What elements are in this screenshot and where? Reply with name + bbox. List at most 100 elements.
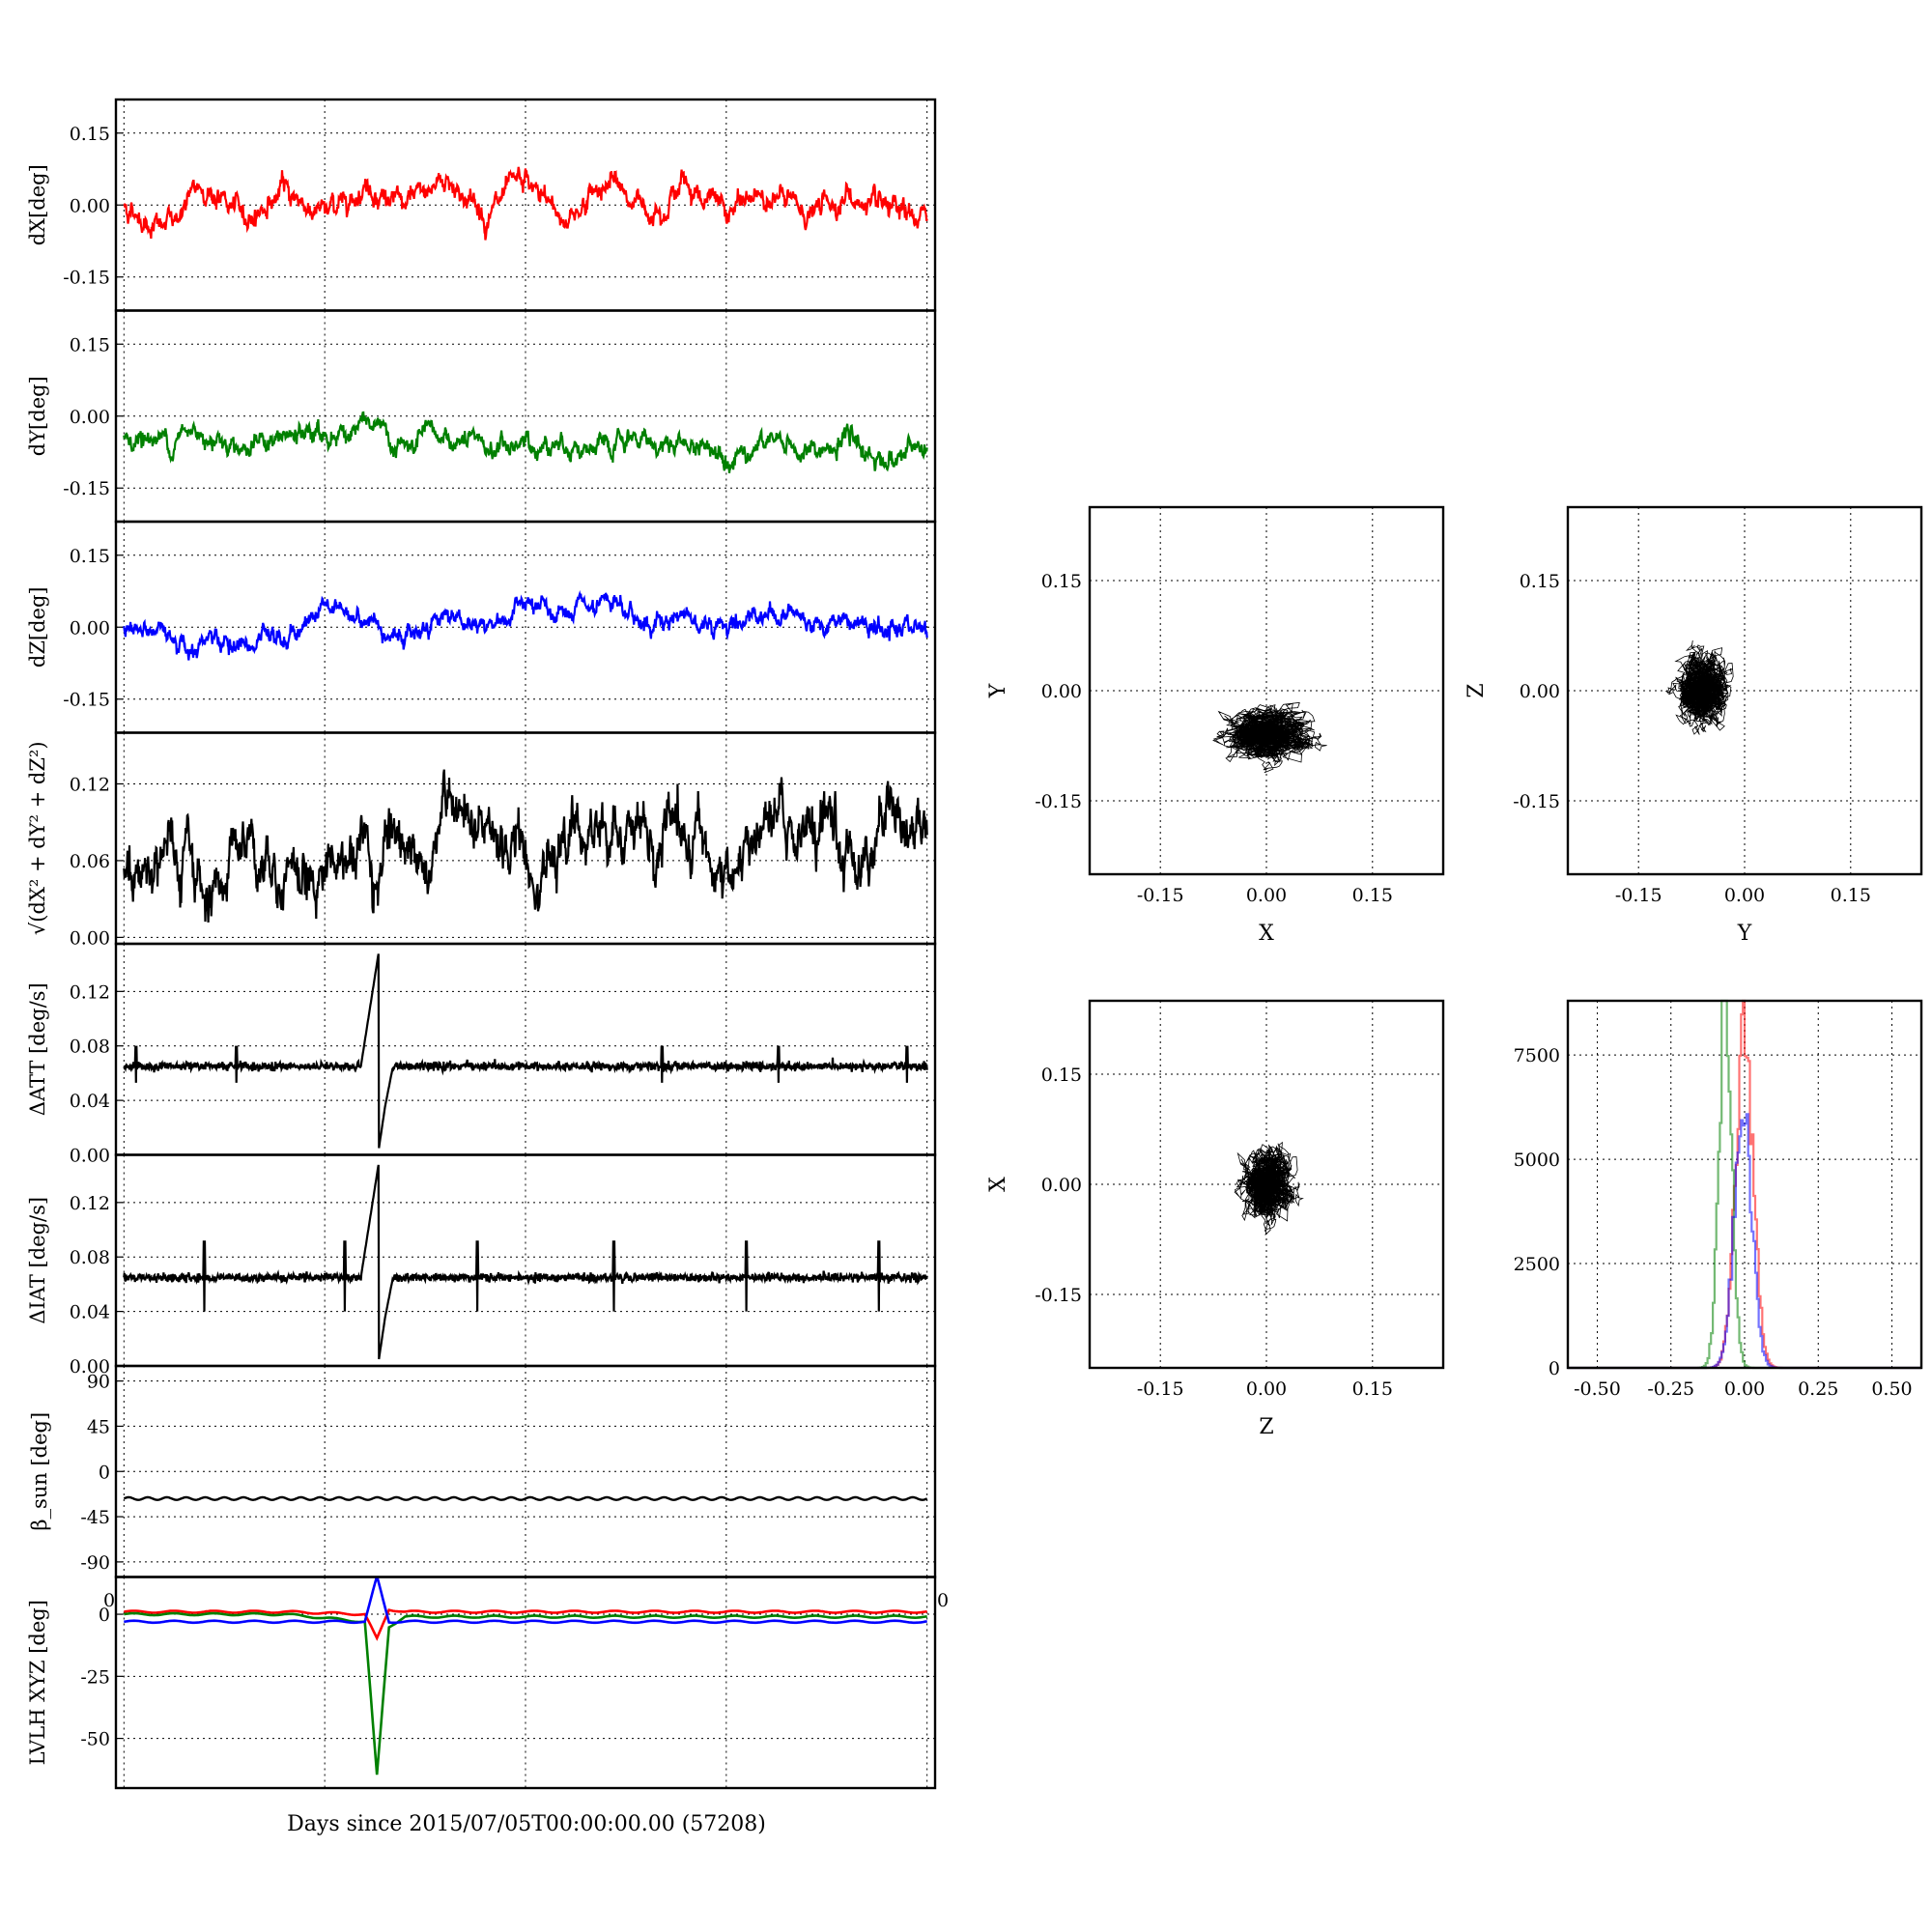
- series-group: [123, 589, 928, 661]
- y-tick-label: 0.00: [70, 407, 110, 428]
- y-axis-label: √(dX² + dY² + dZ²): [26, 741, 49, 935]
- y-axis-label: Y: [986, 683, 1010, 698]
- y-tick-label: 2500: [1514, 1254, 1560, 1275]
- series-group: [123, 1495, 928, 1501]
- scatter-trace: [1665, 639, 1734, 735]
- series-line: [123, 769, 928, 923]
- panel-frame: [1088, 999, 1445, 1370]
- x-tick-label: 0.25: [1798, 1378, 1838, 1400]
- time-series-panel: 0.15 0.00 -0.15 dY[deg]: [26, 309, 937, 524]
- y-tick-label: 0.15: [70, 546, 110, 567]
- scatter-panel: -0.15 -0.15 0.00 0.00 0.15 0.15 Z X: [986, 999, 1445, 1439]
- y-axis-label: Z: [1464, 683, 1489, 697]
- x-tick-label: 0: [937, 1590, 949, 1611]
- y-axis-label: X: [986, 1177, 1010, 1192]
- y-tick-label: 0.00: [1520, 681, 1560, 702]
- y-tick-label: 0.12: [70, 774, 110, 795]
- y-tick-label: 0.00: [70, 927, 110, 949]
- time-series-panels: 0.15 0.00 -0.15 dX[deg] 0.15 0.00 -0.15 dY[deg]…: [26, 98, 949, 1790]
- x-axis-label: Z: [1259, 1415, 1273, 1439]
- y-tick-label: 0.15: [70, 124, 110, 145]
- series-line: [123, 1495, 928, 1501]
- y-tick-label: 45: [87, 1416, 110, 1437]
- x-tick-label: -0.15: [1615, 885, 1662, 906]
- x-tick-label: -0.50: [1574, 1378, 1621, 1400]
- histogram-panel: -0.50 -0.25 0.00 0.25 0.50 7500 5000 2500 0: [1514, 999, 1923, 1400]
- y-tick-label: -0.15: [1035, 791, 1082, 812]
- panel-frame: [1088, 505, 1445, 876]
- y-tick-label: 0.15: [1041, 1065, 1082, 1086]
- time-series-panel: 0.15 0.00 -0.15 dZ[deg]: [26, 520, 937, 734]
- y-tick-label: -45: [80, 1507, 110, 1528]
- series-line: [124, 1611, 927, 1776]
- panel-frame: [114, 1576, 937, 1790]
- scatter-trace: [1234, 1141, 1304, 1236]
- time-series-panel: 0.12 0.08 0.04 0.00 ΔIAT [deg/s]: [26, 1153, 937, 1378]
- y-tick-label: 0.08: [70, 1247, 110, 1268]
- y-tick-label: 0.15: [1041, 571, 1082, 592]
- series-line: [123, 953, 928, 1149]
- y-tick-label: 90: [87, 1372, 110, 1393]
- scatter-panel: -0.15 -0.15 0.00 0.00 0.15 0.15 X Y: [986, 505, 1445, 946]
- time-series-panel: 0.15 0.00 -0.15 dX[deg]: [26, 98, 937, 312]
- panel-frame: [1566, 505, 1923, 876]
- series-group: [124, 1577, 927, 1776]
- scatter-panel: -0.15 -0.15 0.00 0.00 0.15 0.15 Y Z: [1464, 505, 1923, 946]
- series-group: [123, 769, 928, 923]
- y-tick-label: 5000: [1514, 1150, 1560, 1171]
- x-tick-label: -0.15: [1137, 1378, 1184, 1400]
- y-axis-label: dX[deg]: [26, 164, 49, 245]
- y-tick-label: 7500: [1514, 1045, 1560, 1066]
- series-group: [123, 1164, 928, 1360]
- panel-frame: [1566, 999, 1923, 1370]
- series-line: [123, 589, 928, 661]
- scatter-panels: -0.15 -0.15 0.00 0.00 0.15 0.15 X Y -0.15 -0.15 0.…: [986, 505, 1923, 1439]
- x-tick-label: 0.00: [1724, 1378, 1765, 1400]
- x-tick-label: 0: [103, 1590, 115, 1611]
- y-tick-label: 0.08: [70, 1037, 110, 1058]
- y-tick-label: -50: [80, 1729, 110, 1750]
- x-axis-label: Y: [1737, 922, 1752, 946]
- series-group: [123, 953, 928, 1149]
- y-axis-label: β_sun [deg]: [28, 1412, 51, 1531]
- y-tick-label: 0.06: [70, 851, 110, 872]
- y-tick-label: 0.00: [70, 1146, 110, 1167]
- series-line: [123, 411, 928, 473]
- y-tick-label: 0.00: [70, 1356, 110, 1378]
- y-tick-label: 0.04: [70, 1091, 110, 1112]
- y-tick-label: 0: [99, 1605, 110, 1626]
- y-axis-label: ΔIAT [deg/s]: [26, 1197, 49, 1324]
- y-axis-label: ΔATT [deg/s]: [26, 982, 49, 1116]
- time-series-panel: 0.12 0.06 0.00 √(dX² + dY² + dZ²): [26, 731, 937, 949]
- y-tick-label: -25: [80, 1666, 110, 1688]
- time-series-panel: 90 45 0 -45 -90 β_sun [deg]: [28, 1364, 937, 1578]
- scatter-trace: [1211, 701, 1327, 774]
- y-tick-label: -0.15: [63, 478, 110, 499]
- series-group: [123, 411, 928, 473]
- y-tick-label: 0.00: [70, 617, 110, 639]
- y-tick-label: 0.15: [70, 334, 110, 355]
- x-tick-label: 0.15: [1352, 885, 1393, 906]
- y-axis-label: dY[deg]: [26, 376, 49, 456]
- x-tick-label: -0.15: [1137, 885, 1184, 906]
- x-axis-label: X: [1259, 922, 1274, 946]
- time-series-panel: 0 -25 -50 LVLH XYZ [deg]: [26, 1576, 937, 1790]
- series-line: [123, 166, 928, 241]
- histogram-series: [1568, 999, 1921, 1370]
- y-tick-label: 0: [99, 1462, 110, 1483]
- time-axis-label: Days since 2015/07/05T00:00:00.00 (57208…: [287, 1812, 766, 1836]
- x-tick-label: 0.00: [1246, 1378, 1287, 1400]
- series-line: [124, 1608, 927, 1641]
- y-tick-label: -0.15: [63, 268, 110, 289]
- y-tick-label: 0: [1548, 1358, 1560, 1379]
- x-tick-label: 0.50: [1871, 1378, 1912, 1400]
- y-tick-label: 0.15: [1520, 571, 1560, 592]
- y-axis-label: dZ[deg]: [26, 586, 49, 668]
- series-group: [123, 166, 928, 241]
- x-tick-label: 0.15: [1831, 885, 1871, 906]
- time-series-panel: 0.12 0.08 0.04 0.00 ΔATT [deg/s]: [26, 942, 937, 1167]
- y-tick-label: 0.00: [70, 195, 110, 216]
- y-tick-label: 0.12: [70, 1193, 110, 1214]
- y-tick-label: 0.00: [1041, 681, 1082, 702]
